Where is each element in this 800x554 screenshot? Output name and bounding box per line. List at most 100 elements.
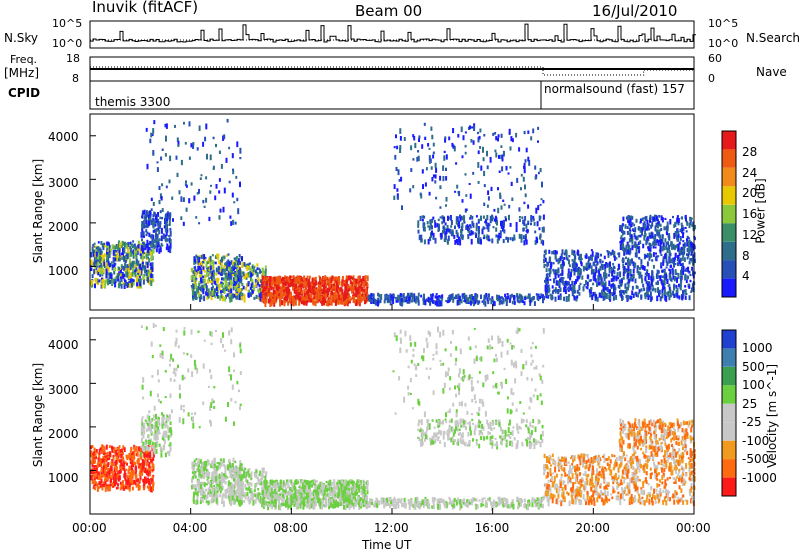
power-cell [684, 289, 687, 295]
power-cell [357, 275, 360, 280]
velocity-cell [165, 421, 168, 423]
power-cell [686, 247, 689, 253]
power-cell [545, 289, 548, 295]
velocity-cell [104, 463, 107, 470]
power-cell [602, 288, 605, 292]
power-cell [292, 278, 295, 283]
power-cell [655, 239, 657, 246]
power-cell [499, 300, 502, 304]
velocity-cell [112, 457, 115, 460]
velocity-cell [153, 433, 156, 437]
power-cell [264, 277, 267, 282]
power-cell [472, 171, 475, 175]
power-cell [159, 247, 162, 253]
velocity-cell [161, 421, 164, 426]
power-cell [586, 281, 589, 287]
power-cell [683, 289, 686, 292]
power-cell [693, 224, 696, 230]
power-cell [592, 269, 595, 273]
power-cell [588, 279, 591, 282]
power-cell [232, 277, 235, 282]
power-cell [445, 167, 447, 171]
velocity-cell [100, 467, 103, 473]
power-cell [573, 267, 576, 272]
power-cell [523, 201, 526, 205]
power-cell [547, 294, 550, 297]
power-cell [603, 275, 606, 282]
power-cell [118, 240, 121, 246]
power-cell [527, 204, 530, 209]
power-cell [490, 186, 493, 192]
velocity-cell [165, 418, 168, 422]
power-cell [284, 289, 287, 295]
velocity-cell [114, 475, 117, 481]
power-cell [574, 262, 577, 268]
power-cell [265, 297, 268, 304]
power-cell [461, 297, 464, 300]
power-cell [660, 240, 663, 244]
velocity-cell [93, 477, 96, 482]
velocity-cell [127, 477, 130, 484]
power-cell [261, 289, 264, 294]
power-cell [621, 227, 623, 233]
power-cell [497, 207, 500, 214]
power-cell [198, 188, 200, 194]
power-cell [423, 293, 425, 298]
power-cell [333, 284, 336, 289]
power-cell [561, 277, 564, 284]
power-cell [637, 246, 640, 249]
power-cell [663, 288, 666, 294]
power-cell [576, 249, 579, 255]
power-cell [579, 282, 582, 285]
power-cell [239, 157, 242, 160]
velocity-cell [94, 465, 97, 468]
power-cell [239, 260, 241, 265]
power-cell [669, 290, 671, 294]
power-cell [632, 261, 635, 267]
power-cell [365, 288, 368, 293]
power-cell [123, 278, 126, 281]
power-cell [97, 261, 100, 267]
power-cell [474, 297, 477, 301]
power-cell [188, 156, 191, 160]
power-cell [142, 248, 145, 254]
power-cell [442, 165, 445, 171]
power-cell [291, 279, 294, 282]
power-cell [450, 225, 453, 228]
power-cell [238, 276, 240, 282]
power-cell [203, 285, 206, 289]
power-cell [643, 253, 646, 260]
power-cell [395, 299, 398, 303]
power-cell [571, 259, 574, 262]
power-cell [571, 280, 574, 286]
power-cell [97, 257, 99, 262]
power-cell [557, 295, 560, 300]
velocity-cell [167, 428, 170, 433]
power-cell [461, 228, 464, 231]
power-cell [298, 287, 301, 293]
power-cell [620, 243, 623, 249]
power-cell [432, 232, 435, 237]
power-cell [161, 148, 164, 151]
power-cell [205, 176, 208, 180]
power-cell [660, 296, 663, 299]
power-cell [239, 288, 242, 292]
power-cell [532, 218, 535, 222]
power-cell [417, 224, 420, 228]
power-cell [107, 242, 110, 246]
power-heatmap [90, 118, 696, 307]
power-cell [482, 237, 485, 240]
velocity-cell [148, 485, 151, 491]
power-cell [167, 246, 170, 253]
power-cell [100, 241, 103, 245]
power-cell [455, 216, 458, 221]
power-cell [665, 225, 668, 229]
power-cell [202, 275, 205, 278]
velocity-cell [157, 426, 160, 432]
power-cell [541, 181, 543, 188]
power-cell [223, 270, 226, 275]
power-cell [437, 228, 440, 232]
power-cell [174, 124, 176, 128]
power-cell [520, 299, 523, 303]
power-cell [638, 247, 641, 254]
